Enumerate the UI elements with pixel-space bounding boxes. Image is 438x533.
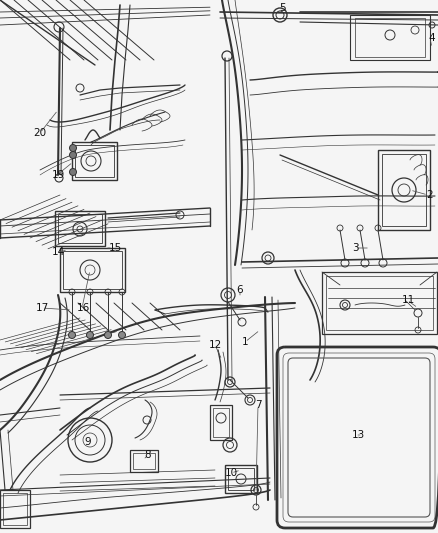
Circle shape [119,332,126,338]
Bar [75,145,114,177]
Text: 7: 7 [254,400,261,410]
Bar [225,465,257,493]
Text: 20: 20 [33,128,46,138]
Circle shape [70,144,77,151]
Bar [72,142,117,180]
Text: 11: 11 [401,295,415,305]
Text: 1: 1 [242,337,248,347]
Bar [130,450,158,472]
Circle shape [86,332,93,338]
Circle shape [68,332,75,338]
Text: 13: 13 [351,430,364,440]
Text: 19: 19 [51,170,65,180]
Bar [382,154,426,226]
Text: 2: 2 [427,190,433,200]
Text: 8: 8 [145,450,151,460]
Bar [228,468,254,490]
Bar [58,214,102,243]
Bar [55,211,105,246]
Text: 17: 17 [35,303,49,313]
Circle shape [105,332,112,338]
Bar [210,405,232,440]
Bar [60,248,125,292]
Text: 14: 14 [51,247,65,257]
Text: 6: 6 [237,285,244,295]
Bar [3,493,27,525]
Bar [213,408,229,437]
Circle shape [70,151,77,158]
Text: 9: 9 [85,437,91,447]
Text: 3: 3 [352,243,358,253]
Bar [350,15,430,60]
Bar [63,251,122,289]
Text: 12: 12 [208,340,222,350]
Bar [133,453,155,469]
Bar [322,272,437,334]
Text: 15: 15 [108,243,122,253]
Text: 16: 16 [76,303,90,313]
Bar [326,276,433,330]
Bar [378,150,430,230]
Text: 5: 5 [279,3,285,13]
Bar [0,490,30,528]
Circle shape [70,168,77,175]
Text: 4: 4 [429,33,435,43]
Bar [355,18,425,57]
Text: 10: 10 [224,468,237,478]
